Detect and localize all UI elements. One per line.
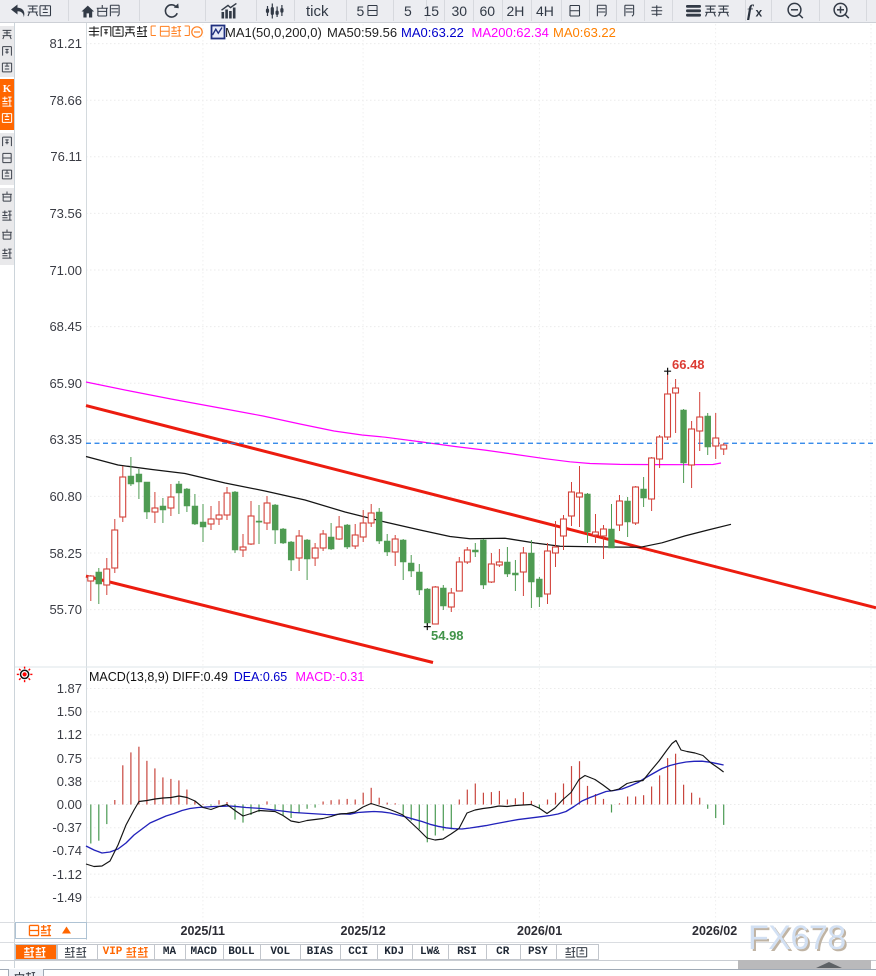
svg-text:K: K — [3, 83, 12, 95]
svg-text:f: f — [747, 2, 755, 21]
svg-text:x: x — [756, 6, 763, 20]
